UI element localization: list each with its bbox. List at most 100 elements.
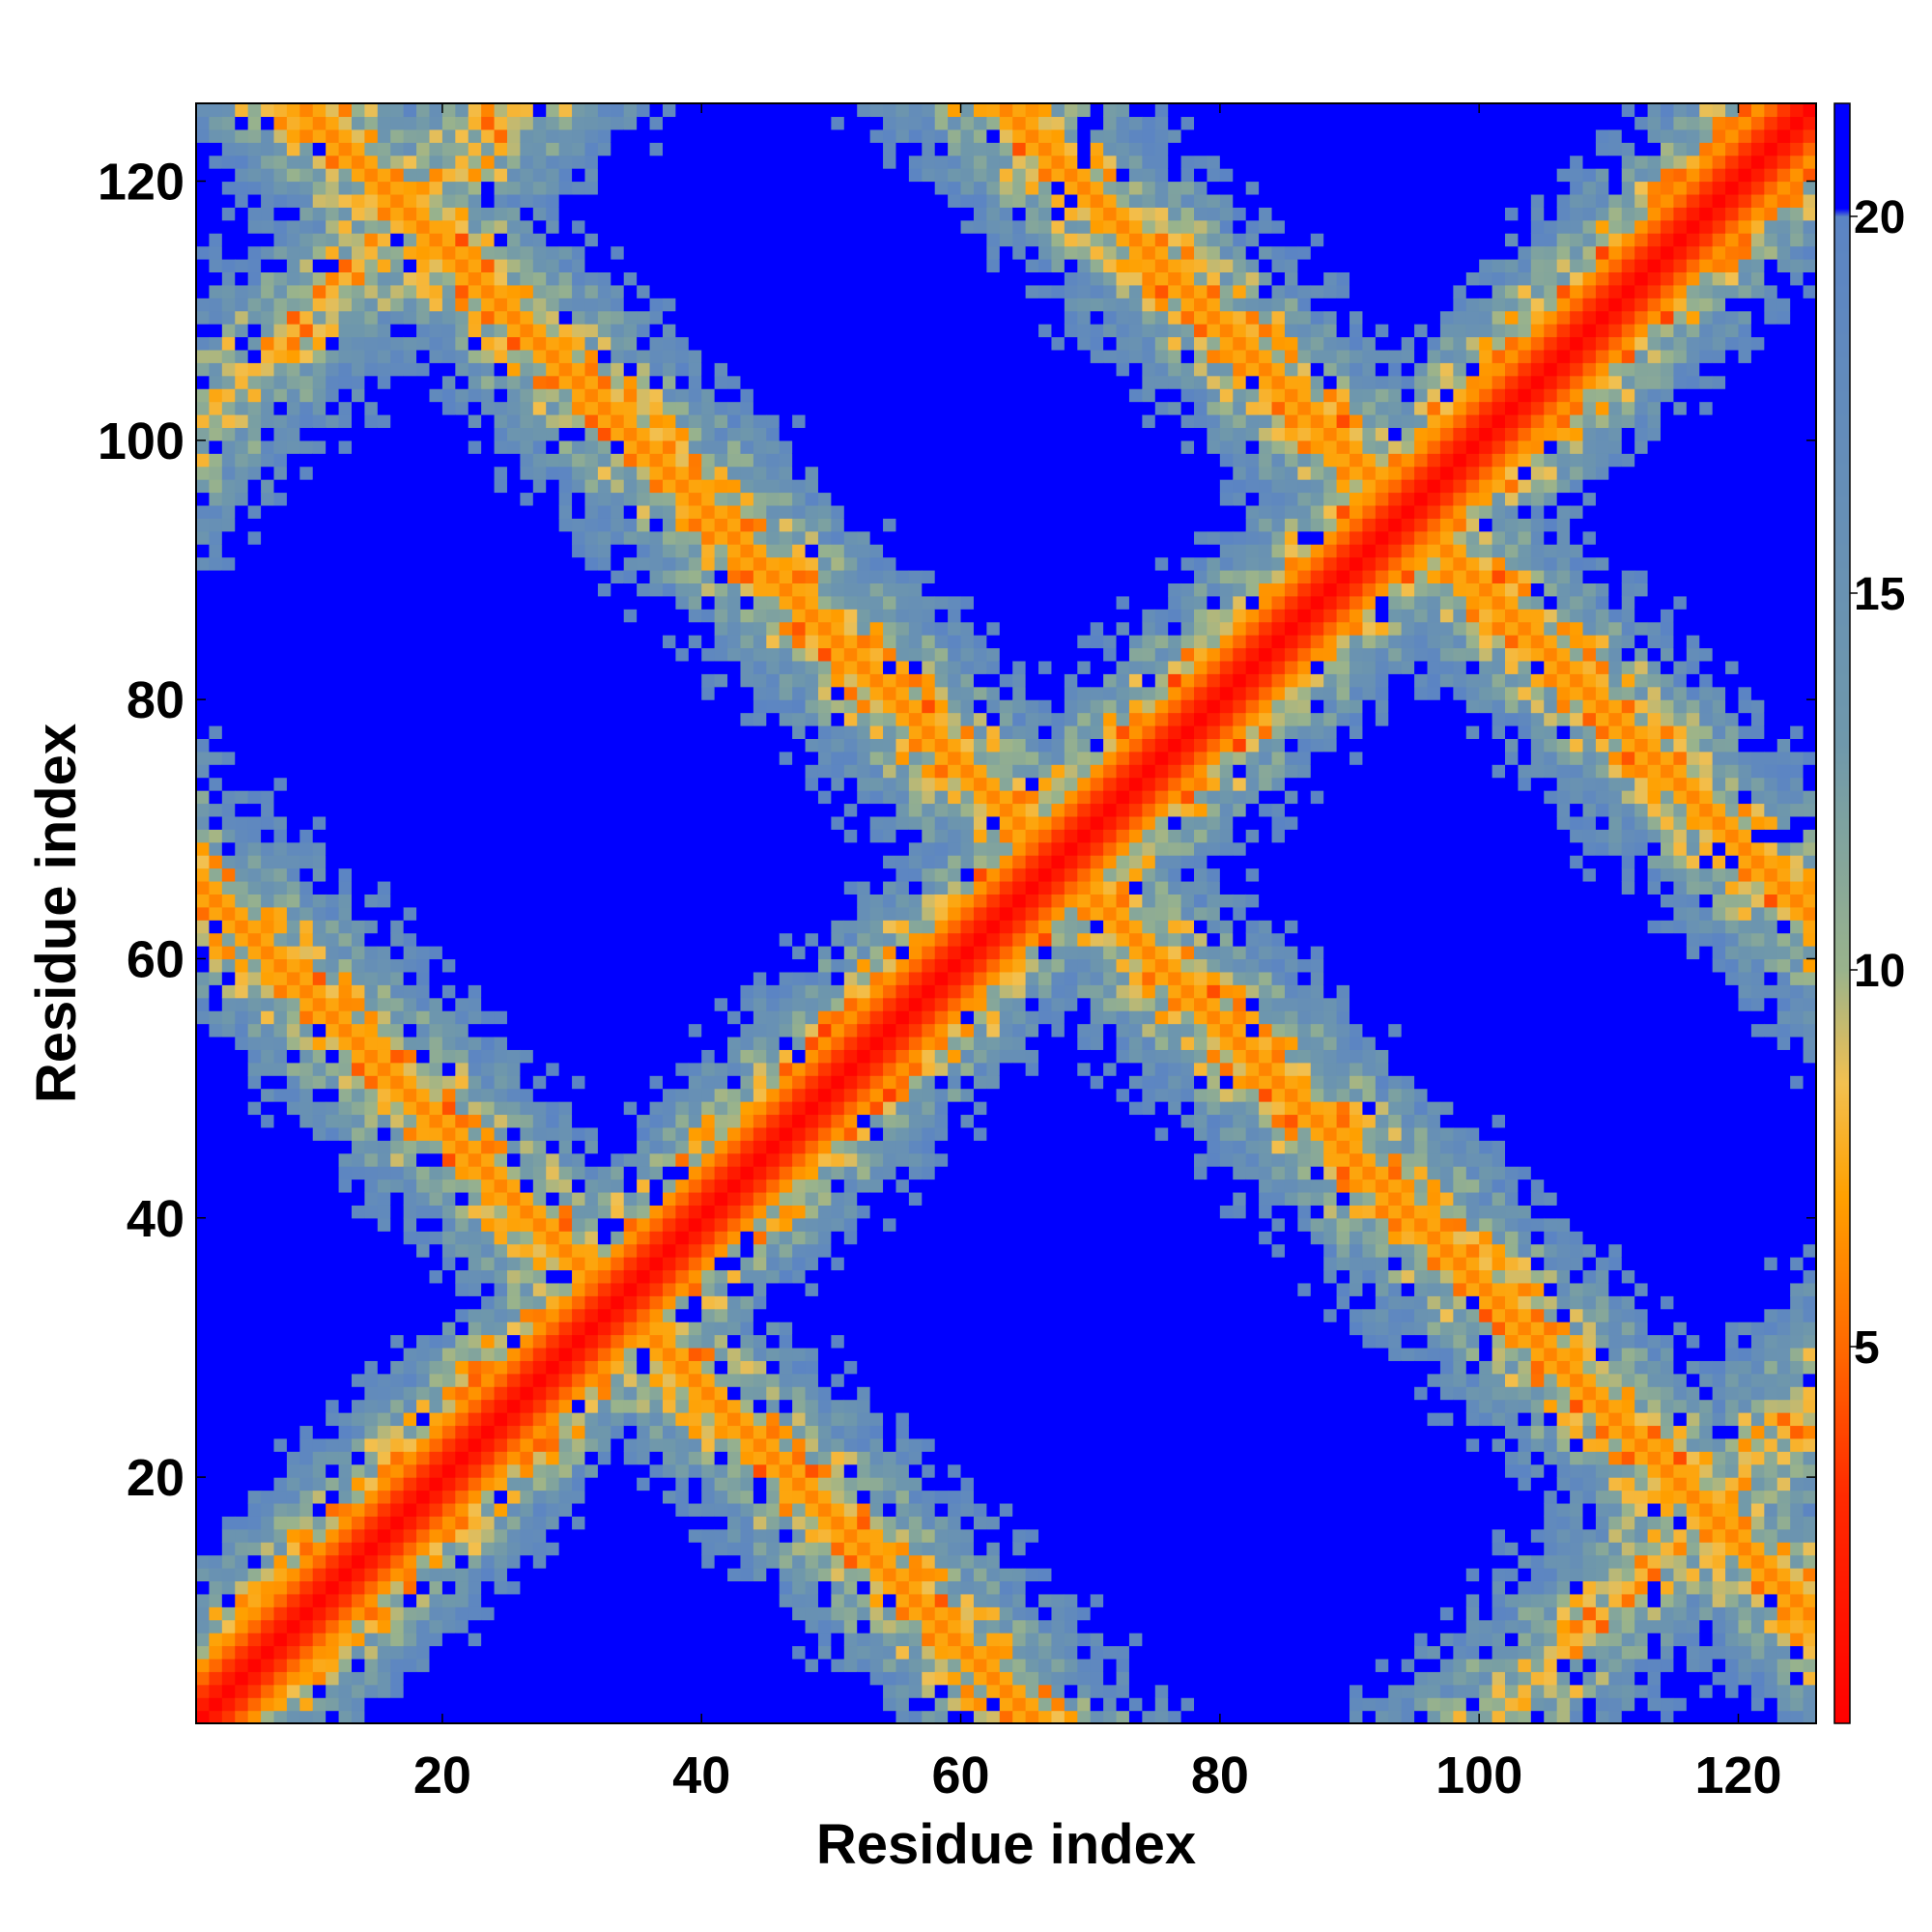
- heatmap-cell: [209, 1658, 223, 1672]
- heatmap-cell: [532, 1684, 547, 1698]
- heatmap-cell: [701, 595, 716, 610]
- heatmap-cell: [572, 1477, 586, 1492]
- heatmap-cell: [429, 635, 443, 649]
- heatmap-cell: [532, 1412, 547, 1427]
- heatmap-cell: [390, 880, 405, 895]
- heatmap-cell: [312, 1088, 327, 1102]
- heatmap-cell: [597, 997, 611, 1011]
- heatmap-cell: [273, 1114, 288, 1128]
- heatmap-cell: [377, 1308, 391, 1322]
- heatmap-cell: [662, 284, 676, 298]
- heatmap-cell: [623, 1334, 638, 1349]
- heatmap-cell: [675, 946, 690, 960]
- heatmap-cell: [209, 1179, 223, 1193]
- heatmap-cell: [235, 466, 249, 480]
- heatmap-cell: [494, 1295, 508, 1310]
- heatmap-cell: [520, 1542, 534, 1556]
- heatmap-cell: [597, 1697, 611, 1712]
- heatmap-cell: [312, 440, 327, 454]
- heatmap-cell: [196, 609, 211, 623]
- heatmap-cell: [312, 181, 327, 195]
- heatmap-cell: [520, 686, 534, 700]
- heatmap-cell: [286, 997, 300, 1011]
- heatmap-cell: [416, 595, 431, 610]
- heatmap-cell: [326, 298, 340, 312]
- heatmap-cell: [481, 401, 496, 415]
- heatmap-cell: [312, 1191, 327, 1206]
- heatmap-cell: [312, 880, 327, 895]
- heatmap-cell: [403, 1580, 417, 1595]
- heatmap-cell: [299, 1542, 314, 1556]
- heatmap-cell: [326, 1308, 340, 1322]
- heatmap-cell: [584, 906, 599, 921]
- heatmap-cell: [662, 1126, 676, 1141]
- heatmap-cell: [558, 855, 573, 869]
- heatmap-cell: [558, 582, 573, 597]
- heatmap-cell: [701, 1710, 716, 1724]
- heatmap-cell: [546, 1633, 560, 1647]
- heatmap-cell: [611, 1282, 625, 1296]
- heatmap-cell: [701, 686, 716, 700]
- heatmap-cell: [403, 349, 417, 363]
- heatmap-cell: [611, 310, 625, 325]
- heatmap-cell: [494, 1412, 508, 1427]
- heatmap-cell: [520, 1010, 534, 1025]
- heatmap-cell: [377, 1126, 391, 1141]
- heatmap-cell: [701, 271, 716, 286]
- heatmap-cell: [584, 427, 599, 441]
- heatmap-cell: [455, 1282, 469, 1296]
- heatmap-cell: [221, 413, 236, 428]
- heatmap-cell: [390, 1477, 405, 1492]
- heatmap-cell: [468, 777, 482, 791]
- heatmap-cell: [429, 1386, 443, 1401]
- heatmap-cell: [701, 1451, 716, 1465]
- heatmap-cell: [326, 1542, 340, 1556]
- heatmap-cell: [468, 582, 482, 597]
- heatmap-cell: [558, 1386, 573, 1401]
- heatmap-cell: [611, 181, 625, 195]
- heatmap-cell: [701, 1373, 716, 1387]
- heatmap-cell: [351, 621, 366, 636]
- heatmap-cell: [662, 466, 676, 480]
- heatmap-cell: [441, 790, 456, 805]
- heatmap-cell: [338, 362, 353, 377]
- heatmap-cell: [558, 1152, 573, 1167]
- heatmap-cell: [416, 193, 431, 208]
- heatmap-cell: [338, 375, 353, 389]
- heatmap-cell: [377, 946, 391, 960]
- heatmap-cell: [377, 207, 391, 221]
- heatmap-cell: [546, 1257, 560, 1271]
- heatmap-cell: [662, 971, 676, 985]
- heatmap-cell: [221, 1295, 236, 1310]
- heatmap-cell: [637, 453, 651, 468]
- heatmap-cell: [364, 1166, 379, 1180]
- heatmap-cell: [441, 841, 456, 856]
- heatmap-cell: [701, 958, 716, 973]
- heatmap-cell: [584, 1101, 599, 1116]
- heatmap-cell: [584, 1477, 599, 1492]
- heatmap-cell: [299, 116, 314, 130]
- heatmap-cell: [441, 1671, 456, 1686]
- heatmap-cell: [429, 920, 443, 934]
- heatmap-cell: [558, 699, 573, 714]
- heatmap-cell: [572, 997, 586, 1011]
- heatmap-cell: [675, 738, 690, 753]
- heatmap-cell: [364, 647, 379, 662]
- heatmap-cell: [506, 1697, 521, 1712]
- heatmap-cell: [364, 1075, 379, 1090]
- heatmap-cell: [273, 1269, 288, 1284]
- heatmap-cell: [377, 233, 391, 247]
- heatmap-cell: [481, 906, 496, 921]
- heatmap-cell: [273, 1606, 288, 1621]
- heatmap-cell: [532, 724, 547, 739]
- heatmap-cell: [247, 1205, 262, 1219]
- heatmap-cell: [338, 1645, 353, 1660]
- heatmap-cell: [572, 1010, 586, 1025]
- heatmap-cell: [441, 207, 456, 221]
- heatmap-cell: [286, 1257, 300, 1271]
- heatmap-cell: [326, 920, 340, 934]
- heatmap-cell: [338, 556, 353, 571]
- heatmap-cell: [326, 440, 340, 454]
- heatmap-cell: [494, 1619, 508, 1634]
- heatmap-cell: [481, 479, 496, 494]
